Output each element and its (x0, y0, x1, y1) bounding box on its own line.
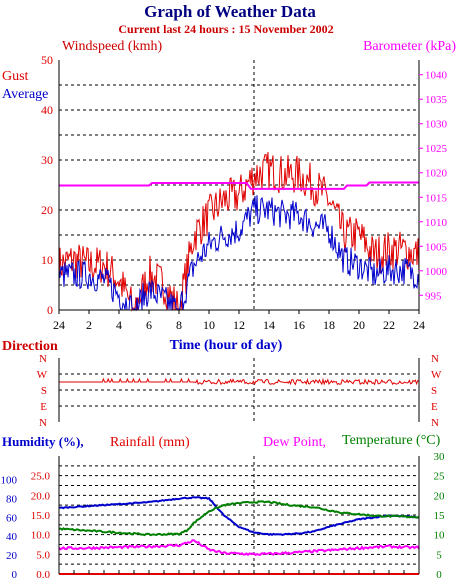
humidity-tick-label: 20 (6, 550, 18, 562)
temperature-axis-label: Temperature (°C) (342, 433, 441, 448)
humidity-tick-label: 80 (6, 493, 18, 505)
time-tick-label: 6 (146, 318, 152, 332)
direction-tick-label: E (431, 401, 438, 413)
grid-layer (59, 60, 419, 574)
direction-tick-label: N (431, 417, 439, 429)
gust-series-line (58, 151, 420, 312)
barometer-tick-label: 1040 (425, 70, 448, 82)
barometer-series-line (59, 181, 419, 190)
direction-series-line (59, 377, 420, 386)
windspeed-tick-label: 10 (41, 253, 53, 267)
rainfall-tick-label: 20.0 (31, 490, 51, 502)
barometer-tick-label: 1035 (425, 94, 448, 106)
direction-tick-label: N (39, 353, 47, 365)
temperature-tick-label: 25 (434, 471, 446, 483)
time-tick-label: 2 (86, 318, 92, 332)
time-tick-label: 10 (203, 318, 215, 332)
barometer-axis-label: Barometer (kPa) (363, 39, 456, 54)
rainfall-tick-label: 0.0 (36, 569, 50, 581)
rainfall-tick-label: 25.0 (31, 471, 51, 483)
barometer-tick-label: 1000 (425, 266, 448, 278)
windspeed-tick-label: 0 (47, 303, 53, 317)
chart-title: Graph of Weather Data (144, 2, 316, 21)
dewpoint-axis-label: Dew Point, (263, 435, 326, 450)
barometer-tick-label: 1020 (425, 168, 448, 180)
time-tick-label: 20 (353, 318, 365, 332)
time-tick-label: 4 (116, 318, 122, 332)
time-axis-label: Time (hour of day) (170, 338, 283, 353)
direction-axis-label: Direction (2, 339, 58, 354)
tick-labels-layer: 0102030405099510001005101010151020102510… (1, 53, 448, 581)
windspeed-tick-label: 20 (41, 203, 53, 217)
series-layer (58, 151, 420, 575)
barometer-tick-label: 1025 (425, 143, 448, 155)
temperature-tick-label: 30 (434, 451, 446, 463)
rainfall-axis-label: Rainfall (mm) (110, 435, 190, 450)
direction-tick-label: S (41, 385, 47, 397)
barometer-tick-label: 1030 (425, 119, 448, 131)
windspeed-tick-label: 50 (41, 53, 53, 67)
direction-tick-label: W (37, 369, 48, 381)
direction-tick-label: W (431, 369, 442, 381)
temperature-tick-label: 0 (436, 569, 442, 581)
temperature-tick-label: 5 (436, 549, 442, 561)
time-tick-label: 18 (323, 318, 335, 332)
average-series-line (58, 195, 420, 312)
time-tick-label: 24 (53, 318, 65, 332)
time-tick-label: 12 (233, 318, 245, 332)
direction-tick-label: N (39, 417, 47, 429)
barometer-tick-label: 1015 (425, 192, 448, 204)
direction-tick-label: E (40, 401, 47, 413)
time-tick-label: 24 (413, 318, 425, 332)
windspeed-axis-label: Windspeed (kmh) (62, 39, 162, 54)
rainfall-tick-label: 15.0 (31, 510, 51, 522)
temperature-tick-label: 20 (434, 490, 446, 502)
barometer-tick-label: 995 (425, 290, 442, 302)
dewpoint-series-line (58, 539, 420, 557)
axes-layer (58, 60, 423, 574)
time-tick-label: 14 (263, 318, 275, 332)
direction-tick-label: S (431, 385, 437, 397)
windspeed-tick-label: 30 (41, 153, 53, 167)
barometer-tick-label: 1010 (425, 217, 448, 229)
rainfall-tick-label: 5.0 (36, 549, 50, 561)
average-legend-label: Average (2, 87, 48, 102)
humidity-tick-label: 0 (12, 569, 18, 581)
humidity-tick-label: 40 (6, 531, 18, 543)
time-tick-label: 8 (176, 318, 182, 332)
humidity-axis-label: Humidity (%), (2, 434, 84, 449)
temperature-tick-label: 10 (434, 530, 446, 542)
barometer-tick-label: 1005 (425, 241, 448, 253)
rainfall-tick-label: 10.0 (31, 530, 51, 542)
humidity-series-line (58, 496, 420, 536)
chart-subtitle: Current last 24 hours : 15 November 2002 (118, 22, 333, 36)
windspeed-tick-label: 40 (41, 103, 53, 117)
temperature-tick-label: 15 (434, 510, 446, 522)
humidity-tick-label: 60 (6, 512, 18, 524)
humidity-tick-label: 100 (1, 475, 18, 487)
time-tick-label: 16 (293, 318, 305, 332)
direction-tick-label: N (431, 353, 439, 365)
gust-legend-label: Gust (2, 69, 29, 84)
time-tick-label: 22 (383, 318, 395, 332)
temperature-series-line (58, 500, 420, 537)
